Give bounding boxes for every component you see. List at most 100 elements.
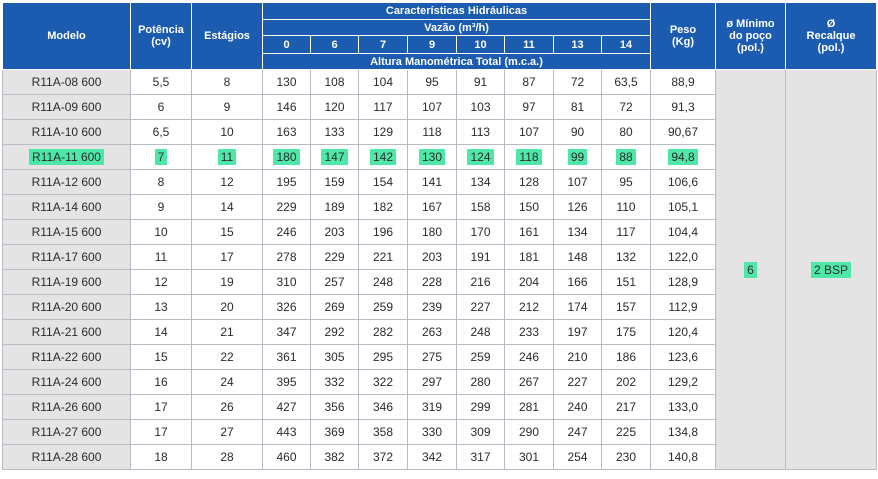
cell-value: 309 <box>470 425 491 439</box>
table-row: R11A-19 600 12 19 310 257 248 228 216 204 166 151 1… <box>2 269 877 295</box>
cell-value: 90 <box>570 125 585 139</box>
cell-value: R11A-15 600 <box>31 225 102 239</box>
cell-head-q13: 148 <box>553 244 602 270</box>
cell-value: 361 <box>276 350 297 364</box>
cell-head-q13: 240 <box>553 394 602 420</box>
cell-value: 99 <box>567 149 588 165</box>
cell-value: R11A-21 600 <box>31 325 102 339</box>
cell-value: 317 <box>470 450 491 464</box>
cell-value: 240 <box>567 400 588 414</box>
cell-head-q10: 158 <box>456 194 505 220</box>
cell-head-q11: 267 <box>504 369 554 395</box>
cell-value: 6 <box>744 261 757 278</box>
cell-value: 134,8 <box>667 425 699 439</box>
cell-value: 140,8 <box>667 450 699 464</box>
cell-value: 230 <box>615 450 637 464</box>
cell-value: 382 <box>324 450 345 464</box>
flow-value-header: 0 <box>262 35 311 54</box>
cell-value: R11A-14 600 <box>31 200 102 214</box>
cell-value: 9 <box>157 200 165 214</box>
cell-value: 14 <box>154 325 168 339</box>
cell-head-q13: 210 <box>553 344 602 370</box>
cell-head-q13: 134 <box>553 219 602 245</box>
cell-value: 356 <box>324 400 345 414</box>
cell-head-q9: 130 <box>407 144 457 170</box>
cell-head-q11: 161 <box>504 219 554 245</box>
cell-value: 221 <box>372 250 394 264</box>
cell-value: 203 <box>324 225 345 239</box>
cell-value: 395 <box>276 375 297 389</box>
cell-head-q6: 120 <box>310 94 359 120</box>
cell-value: 20 <box>220 300 234 314</box>
cell-head-q6: 369 <box>310 419 359 445</box>
cell-value: 202 <box>615 375 637 389</box>
cell-value: 210 <box>567 350 588 364</box>
cell-head-q7: 322 <box>358 369 408 395</box>
cell-value: 330 <box>421 425 443 439</box>
cell-value: 174 <box>567 300 588 314</box>
cell-weight: 104,4 <box>650 219 716 245</box>
cell-value: 124 <box>467 149 494 165</box>
cell-weight: 88,9 <box>650 69 716 95</box>
cell-value: 161 <box>518 225 540 239</box>
cell-value: 8 <box>223 75 231 89</box>
cell-head-q0: 229 <box>262 194 311 220</box>
cell-value: 17 <box>154 400 168 414</box>
power-label: Potência <box>138 24 184 36</box>
cell-value: 94,8 <box>668 149 698 165</box>
cell-head-q9: 167 <box>407 194 457 220</box>
cell-model: R11A-27 600 <box>2 419 131 445</box>
cell-head-q6: 189 <box>310 194 359 220</box>
discharge-line-3: (pol.) <box>817 42 845 54</box>
table-row: R11A-15 600 10 15 246 203 196 180 170 161 134 117 1… <box>2 219 877 245</box>
cell-model: R11A-19 600 <box>2 269 131 295</box>
cell-value: 239 <box>421 300 443 314</box>
cell-stages: 27 <box>191 419 263 445</box>
cell-value: 9 <box>223 100 231 114</box>
cell-value: 81 <box>570 100 585 114</box>
well-min-line-1: ø Mínimo <box>726 18 775 30</box>
cell-head-q9: 203 <box>407 244 457 270</box>
cell-value: 107 <box>421 100 443 114</box>
cell-head-q6: 382 <box>310 444 359 470</box>
cell-value: 6 <box>157 100 165 114</box>
cell-power: 12 <box>130 269 192 295</box>
cell-head-q7: 295 <box>358 344 408 370</box>
flow-value-header: 10 <box>456 35 505 54</box>
cell-power: 18 <box>130 444 192 470</box>
cell-power: 14 <box>130 319 192 345</box>
cell-value: 217 <box>615 400 637 414</box>
cell-stages: 12 <box>191 169 263 195</box>
cell-value: 203 <box>421 250 443 264</box>
cell-head-q9: 263 <box>407 319 457 345</box>
table-row: R11A-14 600 9 14 229 189 182 167 158 150 126 110 10… <box>2 194 877 220</box>
cell-value: 259 <box>470 350 491 364</box>
discharge-line-2: Recalque <box>806 30 856 42</box>
cell-stages: 11 <box>191 144 263 170</box>
cell-head-q13: 72 <box>553 69 602 95</box>
cell-value: 163 <box>276 125 297 139</box>
cell-value: 228 <box>421 275 443 289</box>
cell-head-q0: 427 <box>262 394 311 420</box>
cell-value: 7 <box>154 149 168 165</box>
cell-weight: 90,67 <box>650 119 716 145</box>
cell-power: 10 <box>130 219 192 245</box>
cell-head-q6: 108 <box>310 69 359 95</box>
cell-value: 195 <box>276 175 297 189</box>
cell-head-q0: 460 <box>262 444 311 470</box>
cell-value: 229 <box>276 200 297 214</box>
cell-value: 117 <box>373 100 393 114</box>
cell-value: 104,4 <box>667 225 699 239</box>
cell-power: 16 <box>130 369 192 395</box>
cell-model: R11A-14 600 <box>2 194 131 220</box>
cell-value: 180 <box>421 225 443 239</box>
cell-value: 186 <box>615 350 637 364</box>
cell-head-q9: 239 <box>407 294 457 320</box>
cell-head-q11: 290 <box>504 419 554 445</box>
cell-weight: 91,3 <box>650 94 716 120</box>
cell-value: 254 <box>567 450 588 464</box>
cell-value: 347 <box>276 325 297 339</box>
cell-head-q13: 247 <box>553 419 602 445</box>
cell-stages: 28 <box>191 444 263 470</box>
cell-model: R11A-28 600 <box>2 444 131 470</box>
